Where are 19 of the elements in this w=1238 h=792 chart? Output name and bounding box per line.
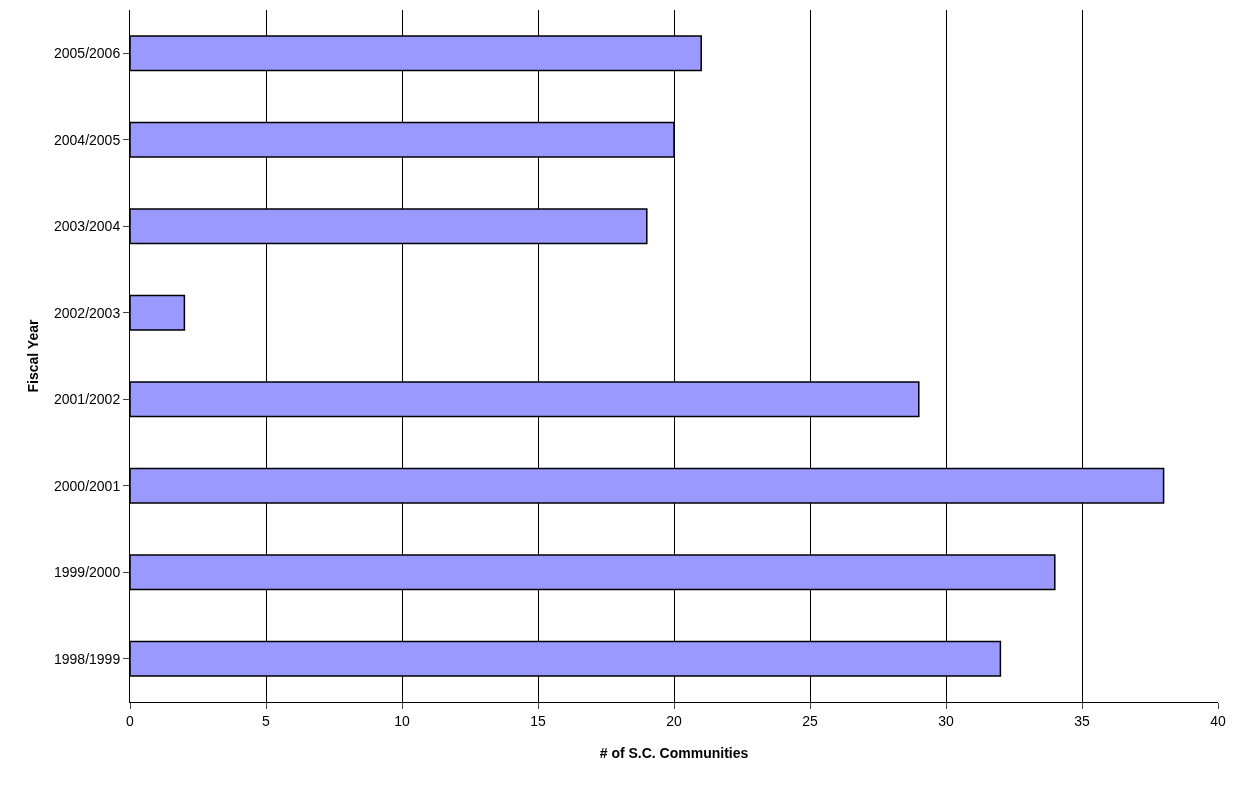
x-tick-label: 25 <box>802 712 818 729</box>
x-tick-label: 30 <box>938 712 954 729</box>
x-tick-label: 0 <box>126 712 135 729</box>
y-tick-label: 2002/2003 <box>54 304 121 321</box>
x-tick-label: 5 <box>262 712 271 729</box>
x-tick-label: 15 <box>530 712 546 729</box>
y-tick-label: 1999/2000 <box>54 564 121 581</box>
x-tick-label: 35 <box>1074 712 1090 729</box>
y-tick-label: 2000/2001 <box>54 477 121 494</box>
x-tick-label: 10 <box>394 712 410 729</box>
x-tick-label: 40 <box>1210 712 1226 729</box>
y-tick-label: 2004/2005 <box>54 131 121 148</box>
y-tick-label: 2003/2004 <box>54 218 121 235</box>
y-tick-label: 1998/1999 <box>54 650 121 667</box>
y-tick-label: 2005/2006 <box>54 45 121 62</box>
y-tick-label: 2001/2002 <box>54 391 121 408</box>
x-tick-label: 20 <box>666 712 682 729</box>
x-axis-title: # of S.C. Communities <box>599 745 749 762</box>
y-axis-title: Fiscal Year <box>24 319 41 393</box>
